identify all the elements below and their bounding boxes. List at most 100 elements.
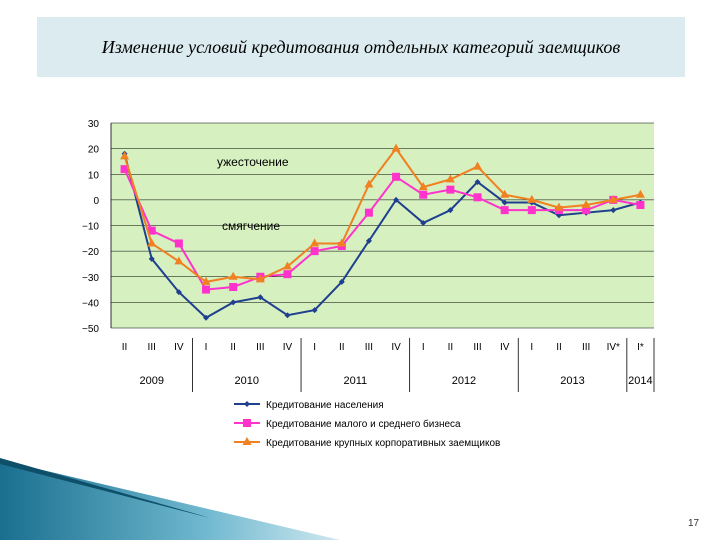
data-point [554,202,564,211]
data-point [337,238,347,247]
data-point [636,201,645,209]
data-point [474,178,481,185]
data-point [282,261,292,270]
x-tick-label: III [365,342,373,353]
y-tick-label: 20 [88,145,100,156]
data-point [582,206,591,215]
data-point [420,219,427,226]
y-tick-label: 0 [93,196,99,207]
data-point [500,206,509,215]
data-point [635,189,645,198]
x-tick-label: IV* [607,342,620,353]
data-point [229,283,238,291]
x-tick-label: IV [283,342,293,353]
data-point [610,207,617,214]
slide-title: Изменение условий кредитования отдельных… [101,36,621,57]
data-point [364,208,373,217]
x-tick-label: I [422,342,425,353]
x-tick-label: II [448,342,454,353]
year-label: 2014 [628,375,652,387]
x-tick-label: II [122,342,128,353]
x-tick-label: IV [174,342,184,353]
data-point [148,255,155,262]
data-point [228,271,238,280]
data-point [501,199,508,206]
series-line [123,153,641,319]
data-point [393,196,400,203]
legend-marker [244,401,250,407]
legend-label: Кредитование крупных корпоративных заемщ… [266,438,500,449]
y-tick-label: 30 [88,119,100,130]
data-point [581,200,591,208]
x-tick-label: III [473,342,481,353]
data-point [283,270,292,279]
data-point [120,151,130,160]
y-tick-label: −50 [82,324,99,335]
data-point [527,206,536,215]
y-tick-label: −40 [82,298,99,309]
data-point [147,226,156,235]
title-banner: Изменение условий кредитования отдельных… [37,17,685,77]
decorative-swoosh [0,458,340,540]
data-point [365,237,372,244]
y-tick-label: −10 [82,222,99,233]
data-point [419,190,428,199]
x-tick-label: I [530,342,533,353]
data-point [527,194,537,203]
x-tick-label: I* [637,342,644,353]
data-point [257,294,264,301]
data-point [310,247,319,256]
year-label: 2011 [344,375,368,387]
x-tick-label: III [148,342,156,353]
data-point [174,256,184,265]
data-point [446,185,455,194]
data-point [202,285,211,294]
year-label: 2009 [139,375,163,387]
data-point [120,165,129,174]
data-point [338,278,345,285]
annotation-easing: смягчение [222,219,280,233]
data-point [445,174,455,183]
data-point [284,312,291,319]
annotation-tightening: ужесточение [217,155,289,169]
x-tick-label: I [313,342,316,353]
x-tick-label: III [256,342,264,353]
data-point [392,172,401,181]
data-point [147,238,157,247]
data-point [447,207,454,214]
x-tick-label: II [339,342,345,353]
data-point [174,239,183,248]
x-tick-label: III [582,342,590,353]
y-tick-label: −30 [82,273,99,284]
y-tick-label: −20 [82,247,99,258]
data-point [418,182,428,191]
year-label: 2012 [452,375,476,387]
x-tick-label: IV [391,342,401,353]
slide-number: 17 [688,518,700,529]
data-point [473,161,483,170]
data-point [201,276,211,285]
data-point [473,193,482,202]
data-point [203,314,210,321]
y-tick-label: 10 [88,170,100,181]
series-line [123,146,641,283]
year-label: 2010 [235,375,259,387]
legend-label: Кредитование населения [266,400,384,411]
data-point [230,299,237,306]
data-point [255,274,265,283]
data-point [500,189,510,198]
data-point [311,307,318,314]
series-line [123,168,641,291]
legend-marker [242,437,252,445]
data-point [364,179,374,188]
data-point [175,289,182,296]
year-label: 2013 [560,375,584,387]
legend-label: Кредитование малого и среднего бизнеса [266,418,461,430]
x-tick-label: II [230,342,236,353]
x-tick-label: IV [500,342,510,353]
data-point [391,143,401,152]
data-point [310,238,320,247]
x-tick-label: II [556,342,562,353]
legend-marker [243,419,251,427]
